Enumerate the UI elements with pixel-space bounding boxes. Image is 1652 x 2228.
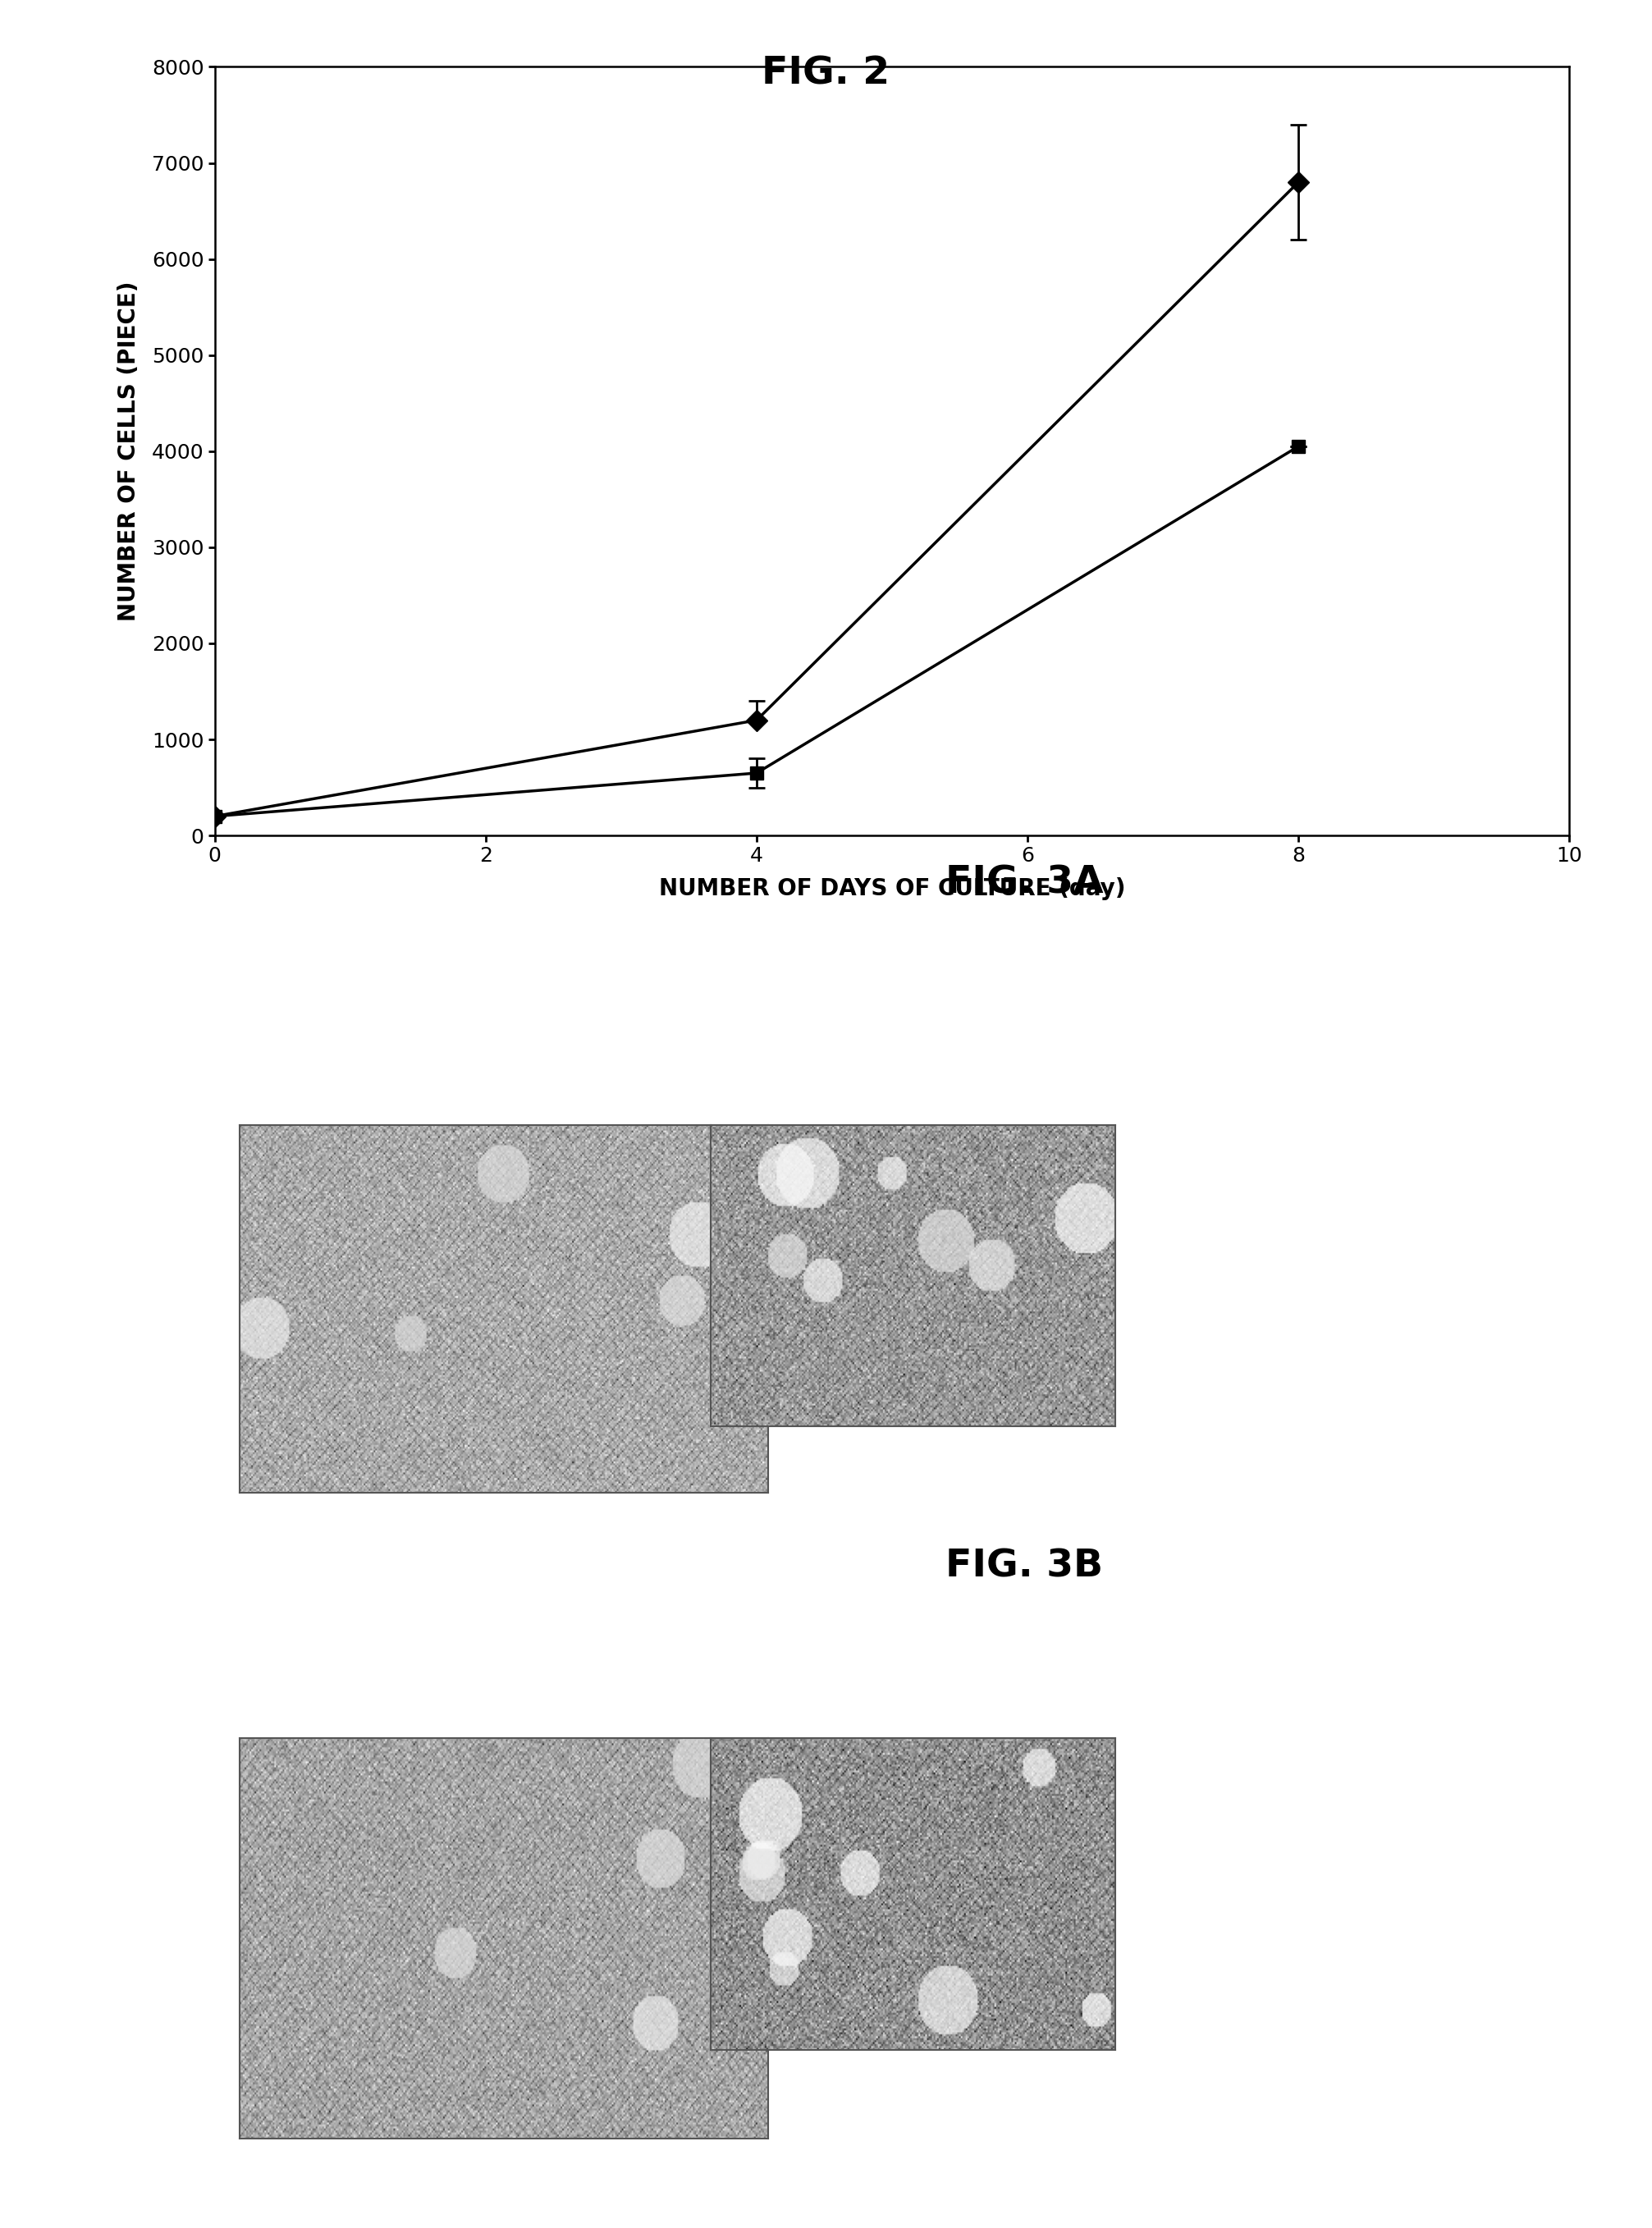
X-axis label: NUMBER OF DAYS OF CULTURE (day): NUMBER OF DAYS OF CULTURE (day) xyxy=(659,878,1125,900)
Text: FIG. 2: FIG. 2 xyxy=(762,56,890,94)
Y-axis label: NUMBER OF CELLS (PIECE): NUMBER OF CELLS (PIECE) xyxy=(117,281,140,622)
Text: FIG. 3B: FIG. 3B xyxy=(945,1548,1104,1586)
Text: FIG. 3A: FIG. 3A xyxy=(945,864,1104,902)
